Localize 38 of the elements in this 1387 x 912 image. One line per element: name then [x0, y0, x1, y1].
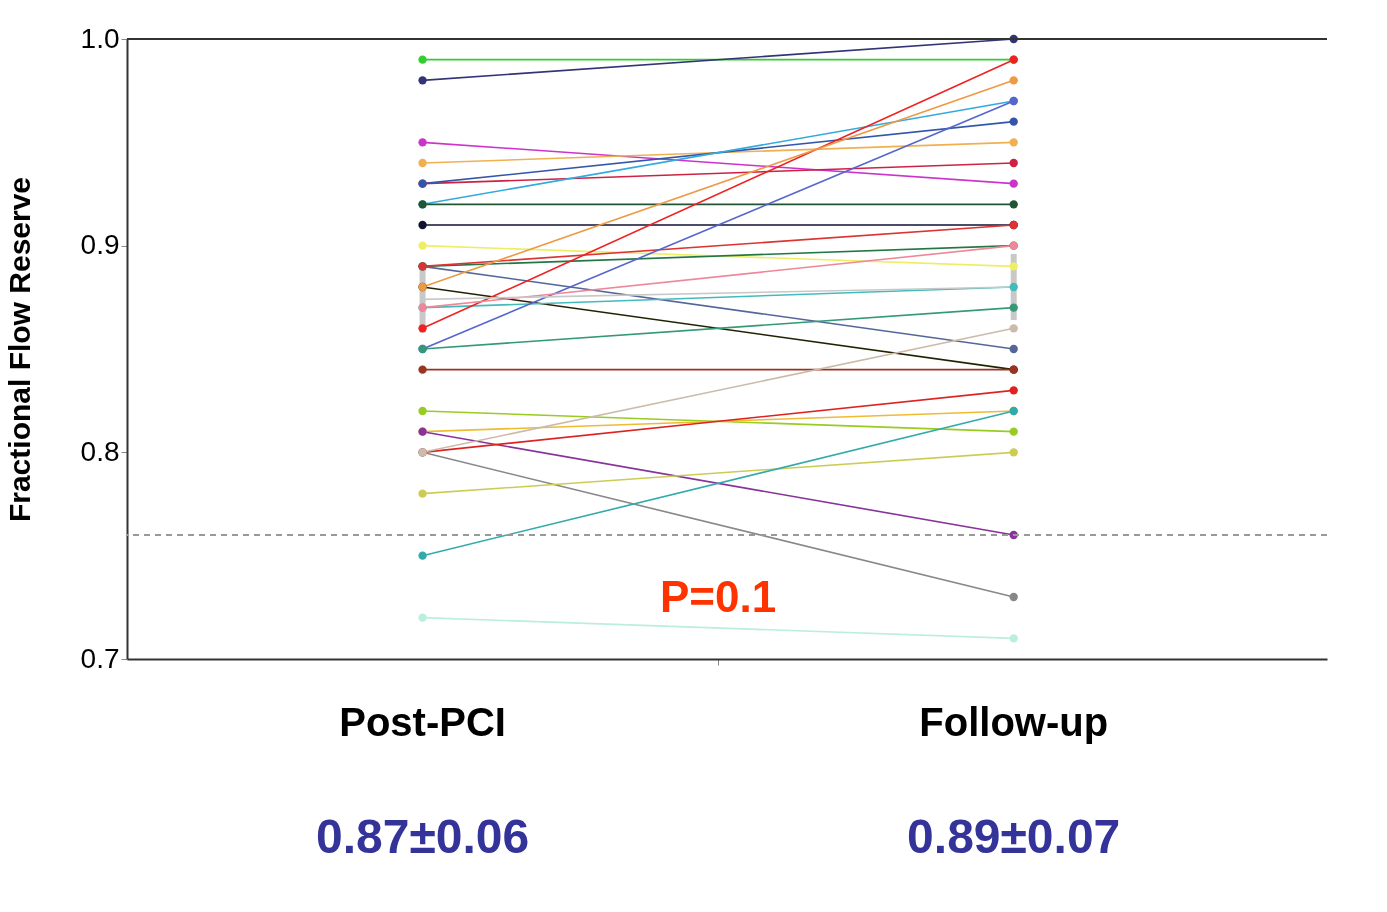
point — [1009, 158, 1018, 168]
point — [418, 220, 427, 230]
y-tick-label: 0.8 — [80, 435, 120, 467]
point — [1009, 324, 1018, 333]
point — [418, 365, 427, 374]
y-axis-title: Fractional Flow Reserve — [2, 176, 36, 523]
point — [418, 138, 427, 147]
point — [1009, 138, 1018, 147]
point — [1009, 634, 1018, 643]
x-tick-label: Post-PCI — [339, 700, 506, 744]
text: 0.87±0.06 — [315, 810, 530, 863]
point — [1009, 448, 1018, 457]
point — [1009, 592, 1018, 602]
point — [418, 489, 427, 498]
point — [1009, 76, 1018, 85]
point — [418, 551, 427, 560]
point — [1009, 303, 1018, 312]
point — [418, 55, 427, 64]
point — [1009, 386, 1018, 395]
y-tick-label: 0.9 — [80, 229, 120, 261]
point — [1009, 344, 1018, 354]
point — [418, 613, 427, 622]
point — [418, 158, 427, 168]
y-tick-label: 1.0 — [80, 22, 120, 54]
point — [1009, 179, 1018, 188]
point — [1009, 282, 1018, 292]
point — [1009, 262, 1018, 271]
y-tick-label: 0.7 — [80, 642, 120, 674]
point — [1009, 200, 1018, 209]
point — [1009, 427, 1018, 436]
point — [1009, 117, 1018, 126]
text: 0.89±0.07 — [907, 810, 1121, 863]
point — [418, 241, 427, 250]
point — [418, 76, 427, 85]
point — [418, 406, 427, 416]
annotation: P=0.1 — [660, 572, 777, 621]
point — [418, 324, 427, 333]
x-tick-label: Follow-up — [919, 700, 1109, 744]
